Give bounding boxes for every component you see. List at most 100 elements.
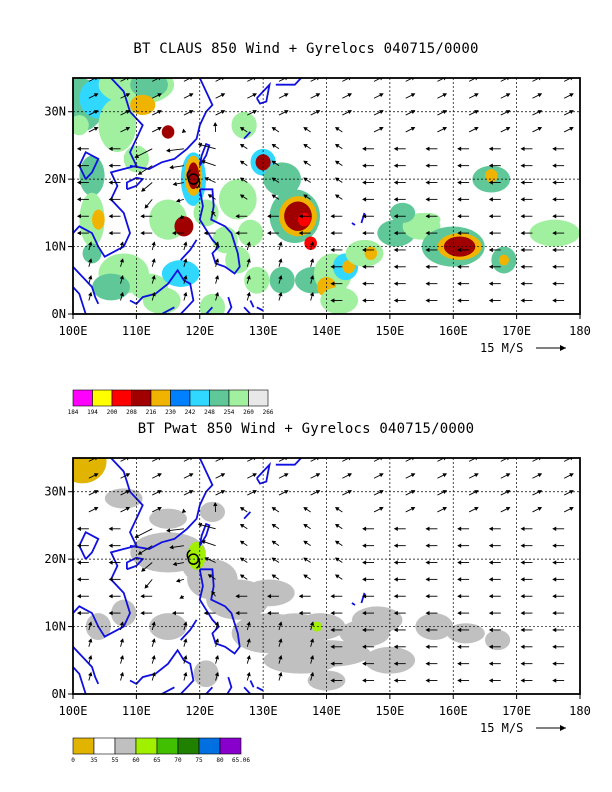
y-tick-label: 0N: [52, 687, 66, 701]
wind-arrowhead: [183, 655, 188, 660]
wind-arrowhead: [303, 523, 308, 528]
wind-arrowhead: [220, 473, 226, 478]
wind-arrowhead: [207, 194, 213, 199]
wind-arrowhead: [298, 610, 303, 616]
wind-arrowhead: [179, 594, 184, 599]
wind-arrowhead: [298, 594, 303, 599]
wind-arrowhead: [505, 126, 511, 131]
wind-arrowhead: [393, 661, 398, 666]
wind-vector: [500, 458, 509, 462]
wind-vector: [373, 458, 382, 462]
pwat-region: [199, 501, 226, 522]
wind-arrowhead: [442, 126, 448, 131]
pwat-high-region: [73, 458, 107, 484]
wind-arrowhead: [267, 230, 272, 236]
wind-arrowhead: [488, 230, 493, 236]
wind-arrowhead: [235, 230, 240, 236]
wind-arrowhead: [175, 578, 181, 583]
wind-arrowhead: [457, 644, 462, 649]
wind-arrowhead: [393, 247, 398, 253]
wind-arrowhead: [393, 644, 398, 649]
wind-arrowhead: [569, 473, 574, 478]
wind-arrowhead: [505, 473, 511, 478]
wind-arrowhead: [457, 281, 462, 286]
y-tick-label: 30N: [44, 485, 66, 499]
wind-arrowhead: [76, 146, 81, 151]
wind-vector: [88, 458, 97, 462]
cloud-cell: [130, 78, 168, 99]
pwat-region: [364, 646, 416, 674]
wind-arrowhead: [442, 506, 448, 511]
wind-arrowhead: [425, 560, 430, 565]
wind-arrowhead: [457, 627, 462, 633]
wind-arrowhead: [393, 180, 398, 185]
coastline: [129, 458, 214, 550]
wind-arrowhead: [425, 678, 430, 683]
wind-arrowhead: [505, 93, 511, 98]
wind-arrowhead: [330, 264, 335, 269]
cloud-cell: [142, 287, 181, 314]
wind-arrowhead: [334, 540, 340, 545]
wind-arrowhead: [552, 197, 557, 202]
wind-arrowhead: [271, 540, 277, 545]
wind-arrowhead: [220, 93, 226, 98]
colorbar-label: 75: [195, 757, 203, 764]
colorbar-label: 70: [174, 757, 182, 764]
cloud-cell: [218, 179, 257, 220]
wind-arrowhead: [141, 567, 146, 572]
wind-arrowhead: [278, 241, 283, 246]
colorbar-label: 55: [111, 757, 119, 764]
wind-arrowhead: [88, 258, 93, 263]
map-panel-1: 100E 110E 120E 130E 140E 150E 160E 170E 180 0N 10N…: [44, 77, 591, 416]
wind-arrowhead: [267, 594, 272, 599]
x-tick-label: 180: [569, 704, 591, 718]
wind-arrowhead: [246, 638, 251, 643]
wind-arrowhead: [315, 93, 321, 98]
coastline: [73, 286, 87, 314]
x-tick-label: 110E: [122, 704, 151, 718]
x-tick-label: 100E: [59, 324, 88, 338]
wind-arrowhead: [362, 163, 367, 168]
coastline: [360, 212, 366, 224]
wind-arrowhead: [520, 298, 525, 303]
wind-arrowhead: [211, 590, 216, 596]
wind-arrowhead: [119, 638, 124, 643]
pwat-region: [104, 488, 143, 509]
wind-arrowhead: [334, 127, 340, 132]
cloud-cell: [498, 254, 509, 266]
colorbar-label: 65.06: [232, 757, 250, 764]
wind-arrowhead: [309, 671, 315, 677]
wind-arrowhead: [457, 560, 462, 565]
wind-arrowhead: [520, 180, 525, 185]
wind-arrowhead: [520, 163, 525, 168]
wind-arrowhead: [171, 610, 176, 616]
wind-vector: [563, 458, 572, 462]
wind-arrowhead: [330, 610, 335, 616]
wind-arrowhead: [505, 506, 511, 511]
colorbar-swatch: [72, 389, 93, 407]
wind-arrowhead: [520, 560, 525, 565]
wind-arrowhead: [552, 298, 557, 303]
coastline: [180, 619, 198, 641]
wind-arrowhead: [362, 230, 367, 236]
wind-arrowhead: [181, 128, 187, 133]
cloud-cell: [92, 209, 105, 230]
wind-vector: [437, 458, 446, 462]
wind-arrowhead: [347, 93, 352, 98]
vector-scale-label: 15 M/S: [480, 721, 523, 735]
wind-arrowhead: [488, 526, 493, 531]
pwat-region: [307, 670, 346, 691]
wind-arrowhead: [175, 198, 181, 203]
wind-vector: [152, 78, 160, 82]
wind-arrowhead: [278, 258, 283, 263]
x-tick-label: 140E: [312, 704, 341, 718]
colorbar-swatch: [93, 737, 116, 755]
wind-arrowhead: [151, 621, 156, 626]
wind-arrowhead: [330, 281, 335, 286]
wind-arrowhead: [76, 577, 81, 582]
wind-arrowhead: [278, 671, 283, 677]
wind-arrowhead: [151, 291, 156, 297]
wind-arrowhead: [362, 610, 367, 616]
wind-arrowhead: [457, 230, 462, 236]
